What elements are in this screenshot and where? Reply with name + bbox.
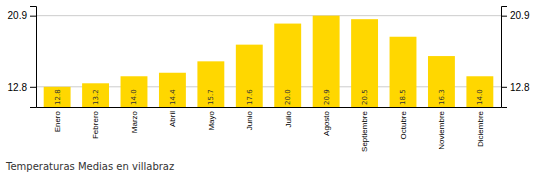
tick-label: Febrero bbox=[91, 110, 100, 139]
tick-label: Julio bbox=[284, 110, 293, 127]
chart: 12.8 13.2 14.0 14.4 15.7 17.6 20.0 20.9 20.5 18.5… bbox=[0, 0, 537, 174]
data-label: 15.7 bbox=[207, 89, 215, 105]
x-axis: Enero Febrero Marzo Abril Mayo Junio Julio Agos… bbox=[37, 107, 502, 152]
tick-label: Junio bbox=[245, 110, 254, 130]
tick-label: 12.8 bbox=[8, 82, 28, 93]
y2-axis: 12.8 20.9 bbox=[501, 7, 530, 108]
tick-mark bbox=[30, 16, 36, 17]
data-label: 14.0 bbox=[476, 89, 484, 105]
data-label: 20.5 bbox=[361, 89, 369, 105]
bar bbox=[121, 76, 148, 107]
tick: 20.9 bbox=[501, 10, 530, 21]
tick: Abril bbox=[168, 107, 177, 127]
axis-line bbox=[502, 7, 508, 108]
tick: 12.8 bbox=[8, 82, 36, 93]
tick: Septiembre bbox=[360, 107, 369, 152]
tick-label: Agosto bbox=[322, 110, 331, 135]
axis-line bbox=[37, 107, 502, 108]
axis-line bbox=[30, 7, 37, 108]
bar bbox=[274, 24, 301, 107]
tick: Junio bbox=[245, 107, 254, 130]
tick-label: Octubre bbox=[399, 110, 408, 139]
bars bbox=[44, 16, 494, 107]
tick: Julio bbox=[284, 107, 293, 127]
data-label: 16.3 bbox=[438, 89, 446, 105]
tick-mark bbox=[30, 87, 36, 88]
bar bbox=[236, 45, 263, 107]
tick: Noviembre bbox=[437, 107, 446, 150]
tick-label: Marzo bbox=[130, 110, 139, 133]
tick-label: 20.9 bbox=[8, 10, 28, 21]
y-axis: 12.8 20.9 bbox=[8, 7, 37, 108]
data-label: 12.8 bbox=[54, 89, 62, 105]
bar bbox=[159, 73, 186, 107]
data-label: 14.4 bbox=[169, 89, 177, 105]
bar bbox=[197, 61, 224, 107]
bar bbox=[351, 19, 378, 107]
tick-mark bbox=[501, 16, 507, 17]
tick-label: Diciembre bbox=[476, 110, 485, 147]
tick: Agosto bbox=[322, 107, 331, 136]
tick: Enero bbox=[53, 107, 62, 132]
data-label: 20.9 bbox=[323, 89, 331, 105]
grid-line bbox=[36, 15, 501, 16]
tick: Febrero bbox=[91, 107, 100, 139]
tick: Marzo bbox=[130, 107, 139, 133]
data-label: 20.0 bbox=[284, 89, 292, 105]
tick: Diciembre bbox=[476, 107, 485, 147]
tick-mark bbox=[501, 87, 507, 88]
bar bbox=[44, 87, 71, 107]
bar bbox=[82, 83, 109, 107]
data-label: 14.0 bbox=[130, 89, 138, 105]
bar bbox=[390, 37, 417, 107]
tick-label: 20.9 bbox=[510, 10, 530, 21]
data-label: 17.6 bbox=[246, 89, 254, 105]
tick-label: Mayo bbox=[207, 110, 216, 130]
tick: 20.9 bbox=[8, 10, 36, 21]
data-label: 13.2 bbox=[92, 89, 100, 105]
bar bbox=[428, 56, 455, 107]
data-label: 18.5 bbox=[399, 89, 407, 105]
tick-label: Enero bbox=[53, 110, 62, 132]
tick: Mayo bbox=[207, 107, 216, 131]
tick-label: Abril bbox=[168, 111, 177, 127]
tick: Octubre bbox=[399, 107, 408, 139]
tick-label: Noviembre bbox=[437, 110, 446, 149]
tick-label: Septiembre bbox=[360, 110, 369, 151]
title: Temperaturas Medias en villabraz bbox=[5, 161, 174, 172]
bar bbox=[466, 76, 493, 107]
bar bbox=[313, 16, 340, 107]
tick: 12.8 bbox=[501, 82, 530, 93]
plot: 12.8 13.2 14.0 14.4 15.7 17.6 20.0 20.9 20.5 18.5… bbox=[8, 7, 530, 152]
tick-label: 12.8 bbox=[510, 82, 530, 93]
data-labels: 12.8 13.2 14.0 14.4 15.7 17.6 20.0 20.9 20.5 18.5… bbox=[54, 89, 485, 105]
